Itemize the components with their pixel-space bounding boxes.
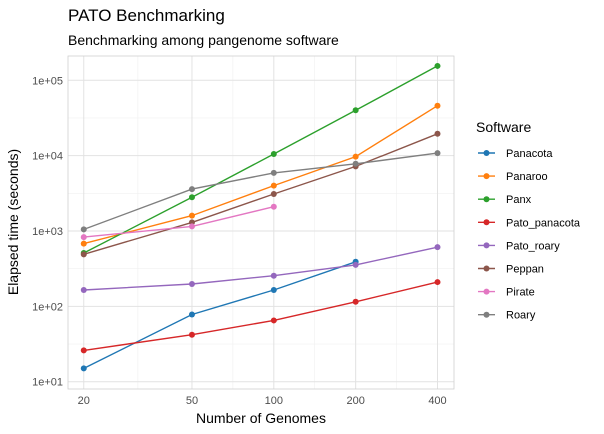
data-point xyxy=(434,130,441,137)
legend-label: Pato_roary xyxy=(506,240,560,252)
legend-title: Software xyxy=(476,119,531,135)
data-point xyxy=(352,160,359,167)
data-point xyxy=(434,244,441,251)
data-point xyxy=(80,234,87,241)
data-point xyxy=(80,240,87,247)
y-axis-title: Elapsed time (seconds) xyxy=(5,149,21,295)
data-point xyxy=(434,279,441,286)
data-point xyxy=(80,286,87,293)
x-axis-title: Number of Genomes xyxy=(196,410,326,426)
legend-item: Roary xyxy=(478,310,536,322)
legend-key-point xyxy=(483,173,490,180)
legend-label: Roary xyxy=(506,310,536,322)
legend: Panacota Panaroo Panx Pato_panacota Pato_roa… xyxy=(478,148,581,322)
series-layer xyxy=(80,62,441,372)
data-point xyxy=(270,169,277,176)
legend-key-point xyxy=(483,150,490,156)
data-point xyxy=(80,365,87,372)
plot-panel xyxy=(68,56,454,389)
legend-item: Peppan xyxy=(478,264,544,276)
y-axis-ticks: 1e+01 1e+02 1e+03 1e+04 1e+05 xyxy=(32,75,63,388)
data-point xyxy=(270,272,277,279)
data-point xyxy=(188,223,195,230)
data-point xyxy=(270,203,277,210)
x-tick-label: 400 xyxy=(428,395,446,407)
x-tick-label: 200 xyxy=(346,395,364,407)
legend-key-point xyxy=(483,196,490,203)
data-point xyxy=(80,347,87,354)
legend-key-point xyxy=(483,288,490,295)
data-point xyxy=(188,212,195,219)
series-roary xyxy=(80,150,441,233)
legend-key-point xyxy=(483,311,490,318)
y-tick-label: 1e+03 xyxy=(32,226,63,238)
legend-item: Panaroo xyxy=(478,171,548,183)
y-tick-label: 1e+04 xyxy=(32,151,63,163)
data-point xyxy=(188,331,195,338)
data-point xyxy=(352,298,359,305)
series-pato_panacota xyxy=(80,279,441,354)
data-point xyxy=(80,226,87,233)
legend-key-point xyxy=(483,242,490,249)
data-point xyxy=(270,190,277,197)
data-point xyxy=(434,102,441,109)
data-point xyxy=(352,153,359,160)
legend-label: Panx xyxy=(506,194,532,206)
legend-label: Panacota xyxy=(506,148,553,160)
x-tick-label: 100 xyxy=(265,395,283,407)
data-point xyxy=(434,62,441,69)
legend-label: Panaroo xyxy=(506,171,548,183)
legend-key-point xyxy=(483,219,490,226)
y-tick-label: 1e+02 xyxy=(32,301,63,313)
legend-item: Pato_roary xyxy=(478,240,560,252)
data-point xyxy=(188,194,195,201)
data-point xyxy=(434,150,441,157)
series-line xyxy=(83,261,356,370)
legend-label: Pato_panacota xyxy=(506,217,581,229)
y-tick-label: 1e+01 xyxy=(32,377,63,389)
series-pirate xyxy=(80,203,277,241)
series-panacota xyxy=(80,258,359,372)
chart-title: PATO Benchmarking xyxy=(68,6,225,25)
chart-subtitle: Benchmarking among pangenome software xyxy=(68,32,339,48)
legend-key-point xyxy=(483,265,490,272)
legend-item: Panacota xyxy=(478,148,553,160)
x-tick-label: 50 xyxy=(186,395,198,407)
data-point xyxy=(352,107,359,114)
data-point xyxy=(270,317,277,324)
data-point xyxy=(270,182,277,189)
series-panaroo xyxy=(80,102,441,247)
data-point xyxy=(270,151,277,158)
legend-item: Panx xyxy=(478,194,532,206)
data-point xyxy=(188,280,195,287)
data-point xyxy=(352,261,359,268)
data-point xyxy=(188,186,195,193)
data-point xyxy=(270,286,277,293)
plot-border xyxy=(67,55,455,390)
legend-label: Peppan xyxy=(506,264,544,276)
series-pato_roary xyxy=(80,244,441,293)
legend-label: Pirate xyxy=(506,287,535,299)
legend-item: Pato_panacota xyxy=(478,217,581,229)
y-tick-label: 1e+05 xyxy=(32,75,63,87)
x-axis-ticks: 20 50 100 200 400 xyxy=(78,395,447,407)
x-tick-label: 20 xyxy=(78,395,90,407)
data-point xyxy=(188,311,195,318)
legend-item: Pirate xyxy=(478,287,535,299)
data-point xyxy=(80,251,87,258)
